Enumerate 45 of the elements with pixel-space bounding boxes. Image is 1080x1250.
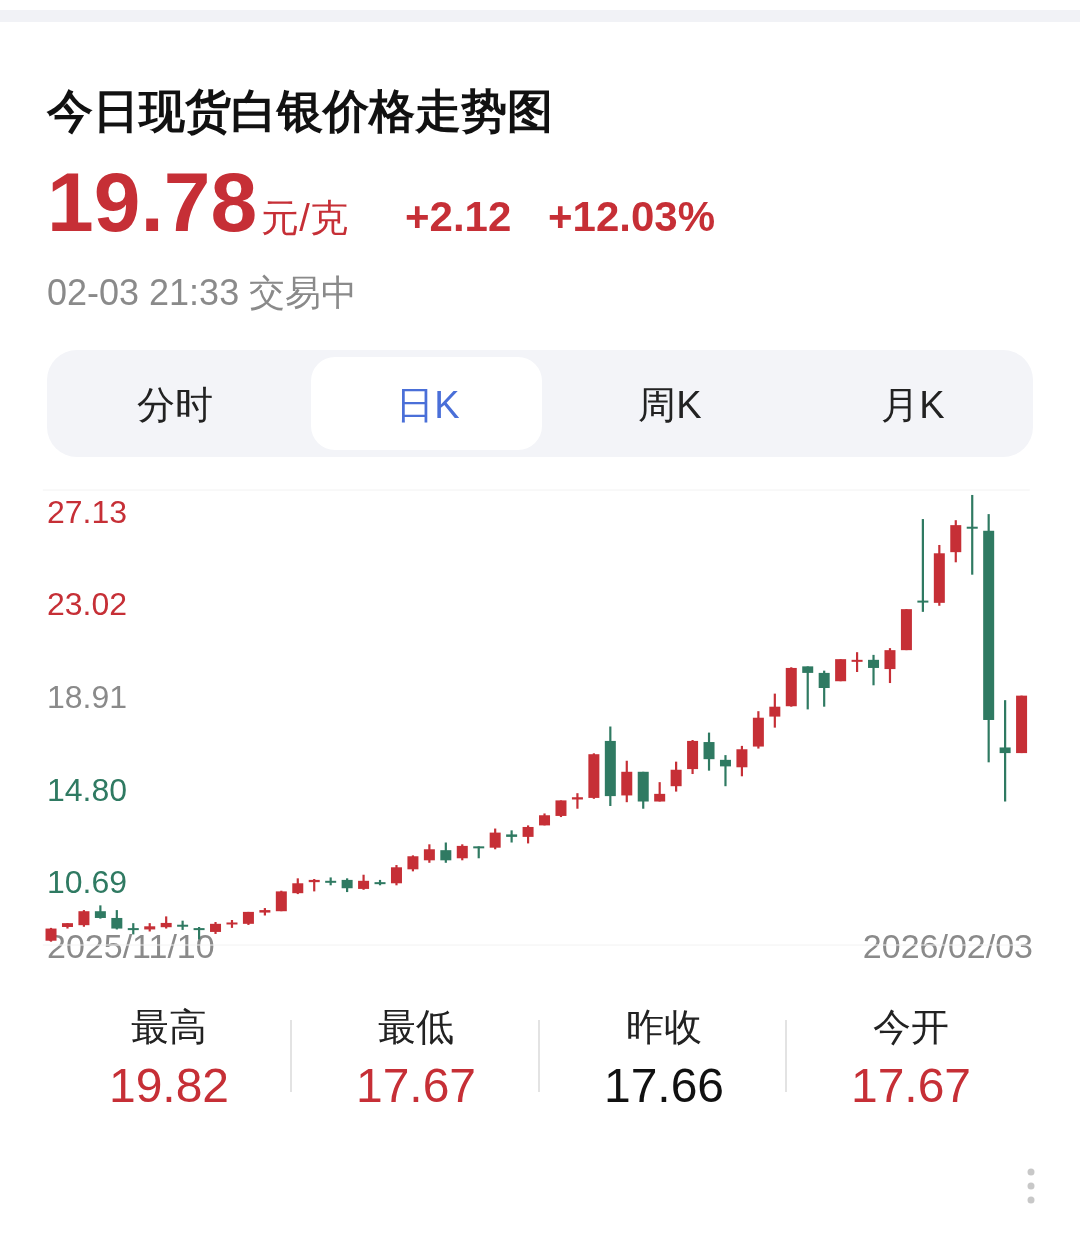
text: 19.82 [108,1059,230,1112]
candlestick [703,731,715,772]
candlestick [423,843,435,864]
text: +12.03% [548,193,715,240]
candlestick [489,827,501,851]
text: 17.66 [603,1059,725,1112]
candlestick [522,824,534,845]
text: 17.67 [355,1059,477,1112]
y-tick-label: 18.91 [47,679,128,715]
candlestick [851,651,863,674]
candlestick [868,653,880,687]
candlestick [654,781,666,803]
candlestick [917,517,929,613]
text: 17.67 [850,1059,972,1112]
text: 今开 [873,1006,949,1048]
chart-title: 今日现货白银价格走势图 [46,85,553,137]
candlestick [440,841,452,864]
text: 元/克 [261,197,348,239]
annotation: 2025/11/10 [47,927,215,965]
y-tick-label: 10.69 [47,864,128,901]
candlestick [769,692,781,729]
text: 月K [881,384,945,426]
candlestick [884,647,896,685]
annotation: 2026/02/03 [862,927,1033,965]
text: 最高 [131,1006,207,1048]
text: 分时 [137,384,213,426]
candlestick [818,669,830,708]
candlestick [390,863,402,887]
text: 周K [638,384,702,426]
y-tick-label: 27.13 [47,493,128,530]
candlestick [802,665,814,711]
text: 最低 [378,1006,454,1048]
candlestick [719,754,731,788]
text: 日K [396,384,460,426]
y-tick-label: 23.02 [47,586,128,623]
candlestick [736,744,748,778]
text: +2.12 [405,193,512,240]
candlestick [999,699,1011,803]
candlestick [966,493,978,576]
chart-subtitle: 02-03 21:33 交易中 [47,272,358,313]
text: 昨收 [626,1006,702,1048]
candlestick [621,759,633,804]
text: 19.78 [47,155,258,249]
y-tick-label: 14.80 [47,771,128,808]
candlestick [670,760,682,793]
